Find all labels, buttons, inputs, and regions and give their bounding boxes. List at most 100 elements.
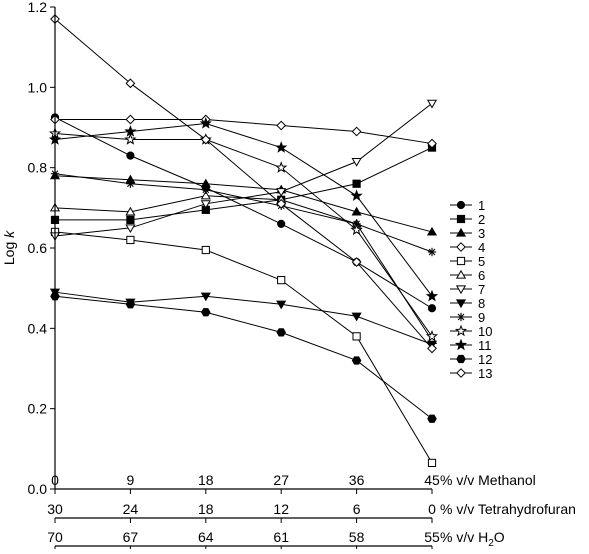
axis-label-text: % v/v Methanol xyxy=(440,472,536,488)
legend-label: 12 xyxy=(478,352,492,367)
series-5-point xyxy=(427,458,437,467)
x-axis-1-tick-label: 9 xyxy=(127,472,135,488)
series-10-point xyxy=(275,161,288,173)
series-9-point xyxy=(427,247,437,257)
series-7-point xyxy=(125,224,136,234)
legend-item-7: 7 xyxy=(450,282,485,297)
series-12-point xyxy=(201,308,211,317)
legend-item-13: 13 xyxy=(450,366,492,381)
x-axis-3-tick-label: 58 xyxy=(349,529,365,545)
series-4 xyxy=(50,114,437,149)
series-5 xyxy=(50,227,437,467)
series-8-point xyxy=(200,292,211,302)
legend-marker xyxy=(455,285,467,295)
series-13-point xyxy=(200,134,211,145)
series-4-point xyxy=(351,126,362,137)
series-11-point xyxy=(350,189,363,201)
series-13-point xyxy=(427,343,437,354)
x-axis-1-tick-label: 36 xyxy=(349,472,365,488)
legend-item-2: 2 xyxy=(450,212,485,227)
x-axis-2-tick-label: 6 xyxy=(353,501,361,517)
legend-item-12: 12 xyxy=(450,352,492,367)
legend-marker xyxy=(456,368,466,378)
series-5-point xyxy=(352,332,361,341)
series-11-line xyxy=(54,122,433,297)
y-axis-label-k: k xyxy=(1,230,17,238)
legend-marker xyxy=(456,312,466,322)
legend-marker xyxy=(456,200,466,210)
x-axis-2-tick-label: 0 xyxy=(428,501,436,517)
y-tick-label: 0.2 xyxy=(28,401,48,417)
series-10 xyxy=(48,127,439,342)
series-2-line xyxy=(55,147,433,221)
series-11 xyxy=(48,117,439,302)
legend-marker xyxy=(456,354,466,364)
series-3-point xyxy=(351,206,362,216)
x-axis-3-tick-label: 64 xyxy=(198,529,214,545)
x-axis-1-tick-label: 45 xyxy=(424,472,440,488)
series-7-point xyxy=(276,188,287,197)
legend-item-5: 5 xyxy=(450,254,485,269)
x-axis-3-tick-label: 55 xyxy=(424,529,440,545)
x-axis-2-tick-label: 12 xyxy=(273,501,289,517)
legend-marker xyxy=(454,324,468,337)
series-12-point xyxy=(125,300,136,309)
series-7-line xyxy=(54,103,433,237)
legend-item-6: 6 xyxy=(450,268,485,283)
x-axis-3-tick-label: 70 xyxy=(47,529,63,545)
legend-item-11: 11 xyxy=(450,338,492,353)
series-1-point xyxy=(126,151,135,160)
axis-label-text: % v/v Tetrahydrofuran xyxy=(440,501,576,517)
series-5-point xyxy=(277,276,286,285)
asterisk-stroke xyxy=(202,186,210,194)
series-12-point xyxy=(427,414,437,423)
series-6 xyxy=(49,190,438,344)
x-axis-3-tick-label: 67 xyxy=(123,529,139,545)
series-1-point xyxy=(427,304,437,313)
legend-item-3: 3 xyxy=(450,226,485,241)
series-9 xyxy=(50,169,437,257)
legend-label: 5 xyxy=(478,254,485,269)
legend-item-9: 9 xyxy=(450,310,485,325)
series-4-point xyxy=(276,120,287,131)
series-5-point xyxy=(201,245,210,255)
series-13 xyxy=(50,14,437,354)
asterisk-stroke xyxy=(428,248,436,256)
series-1-line xyxy=(54,117,433,309)
legend-label: 13 xyxy=(478,366,492,381)
series-12-line xyxy=(54,295,433,420)
series-3-point xyxy=(426,226,438,236)
series-11-point xyxy=(425,289,439,302)
series-12-point xyxy=(351,356,362,365)
series-10-point xyxy=(425,329,439,342)
y-tick-label: 0.0 xyxy=(28,481,48,497)
series-12 xyxy=(50,292,437,423)
series-10-line xyxy=(54,133,433,337)
series-4-point xyxy=(427,138,437,149)
legend-label: 4 xyxy=(478,240,485,255)
series-5-line xyxy=(54,231,433,464)
x-axis-1-tick-label: 27 xyxy=(273,472,289,488)
series-4-line xyxy=(55,118,433,145)
series-11-point xyxy=(124,125,137,137)
series-6-point xyxy=(125,206,136,216)
x-axis-1-tick-label: 18 xyxy=(198,472,214,488)
asterisk-stroke xyxy=(457,313,465,321)
series-13-point xyxy=(125,78,136,89)
series-8-line xyxy=(54,291,433,345)
legend-label: 6 xyxy=(478,268,485,283)
series-3-line xyxy=(54,175,433,233)
series-12-point xyxy=(276,328,286,337)
y-tick-label: 1.0 xyxy=(28,79,48,95)
asterisk-stroke xyxy=(127,180,134,188)
x-axis-2-label: % v/v Tetrahydrofuran xyxy=(440,501,576,517)
series-2-point xyxy=(352,179,361,188)
legend-item-1: 1 xyxy=(450,198,485,213)
series-10-point xyxy=(350,223,363,236)
x-axis-3-label: % v/v H2O xyxy=(440,529,505,549)
axis-label-text: % v/v H xyxy=(440,529,488,545)
series-13-point xyxy=(276,198,287,209)
series-9-point xyxy=(201,185,210,194)
